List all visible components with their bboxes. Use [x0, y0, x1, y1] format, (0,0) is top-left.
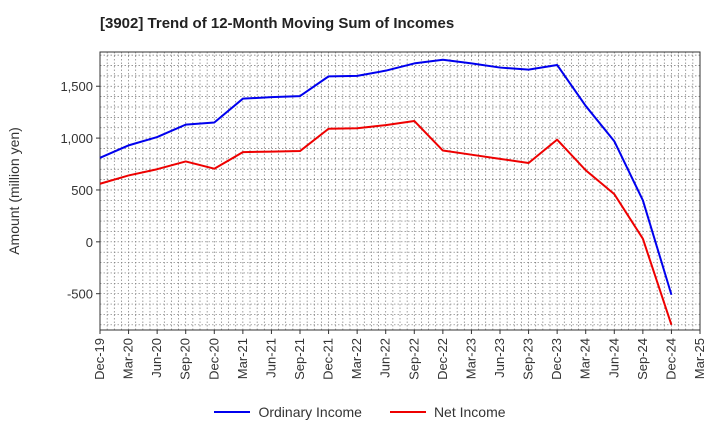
legend-swatch-net-income: [389, 411, 426, 413]
x-tick-label: Sep-23: [521, 338, 536, 380]
plot-frame: [99, 51, 701, 331]
x-tick-label: Dec-22: [435, 338, 450, 380]
x-tick-label: Jun-22: [378, 338, 393, 378]
x-tick-label: Jun-20: [149, 338, 164, 378]
x-tick-label: Sep-24: [635, 338, 650, 380]
x-tick-label: Dec-21: [321, 338, 336, 380]
y-tick-label: 1,500: [60, 79, 93, 94]
legend-item-ordinary-income: Ordinary Income: [214, 404, 362, 420]
x-axis-ticks: Dec-19 Mar-20 Jun-20 Sep-20 Dec-20 Mar-21 Jun-…: [92, 330, 707, 380]
x-tick-label: Dec-20: [206, 338, 221, 380]
x-tick-label: Mar-23: [463, 338, 478, 379]
x-tick-label: Mar-22: [349, 338, 364, 379]
x-tick-label: Mar-21: [235, 338, 250, 379]
legend-label-net-income: Net Income: [433, 404, 506, 420]
y-tick-label: -500: [67, 287, 93, 302]
x-tick-label: Mar-24: [578, 338, 593, 379]
x-tick-label: Mar-25: [692, 338, 707, 379]
gridlines: [99, 52, 700, 330]
legend-swatch-ordinary-income: [214, 411, 251, 413]
y-axis-label: Amount (million yen): [6, 127, 22, 255]
y-tick-label: 500: [71, 183, 93, 198]
x-tick-label: Sep-20: [178, 338, 193, 380]
series-line-ordinary-income: [99, 58, 673, 296]
x-tick-label: Jun-23: [492, 338, 507, 378]
legend-item-net-income: Net Income: [389, 404, 506, 420]
x-tick-label: Jun-21: [263, 338, 278, 378]
y-axis-ticks: -500 0 500 1,000 1,500: [60, 79, 100, 302]
x-tick-label: Dec-19: [92, 338, 107, 380]
legend: Ordinary Income Net Income: [0, 404, 720, 420]
series-line-net-income: [99, 119, 673, 326]
series-layer: [99, 58, 673, 326]
x-tick-label: Sep-21: [292, 338, 307, 380]
legend-label-ordinary-income: Ordinary Income: [258, 404, 362, 420]
x-tick-label: Mar-20: [121, 338, 136, 379]
x-tick-label: Jun-24: [606, 338, 621, 378]
x-tick-label: Dec-23: [549, 338, 564, 380]
x-tick-label: Dec-24: [663, 338, 678, 380]
y-tick-label: 0: [86, 235, 93, 250]
chart-title: [3902] Trend of 12-Month Moving Sum of I…: [100, 15, 455, 32]
y-tick-label: 1,000: [60, 131, 93, 146]
x-tick-label: Sep-22: [406, 338, 421, 380]
